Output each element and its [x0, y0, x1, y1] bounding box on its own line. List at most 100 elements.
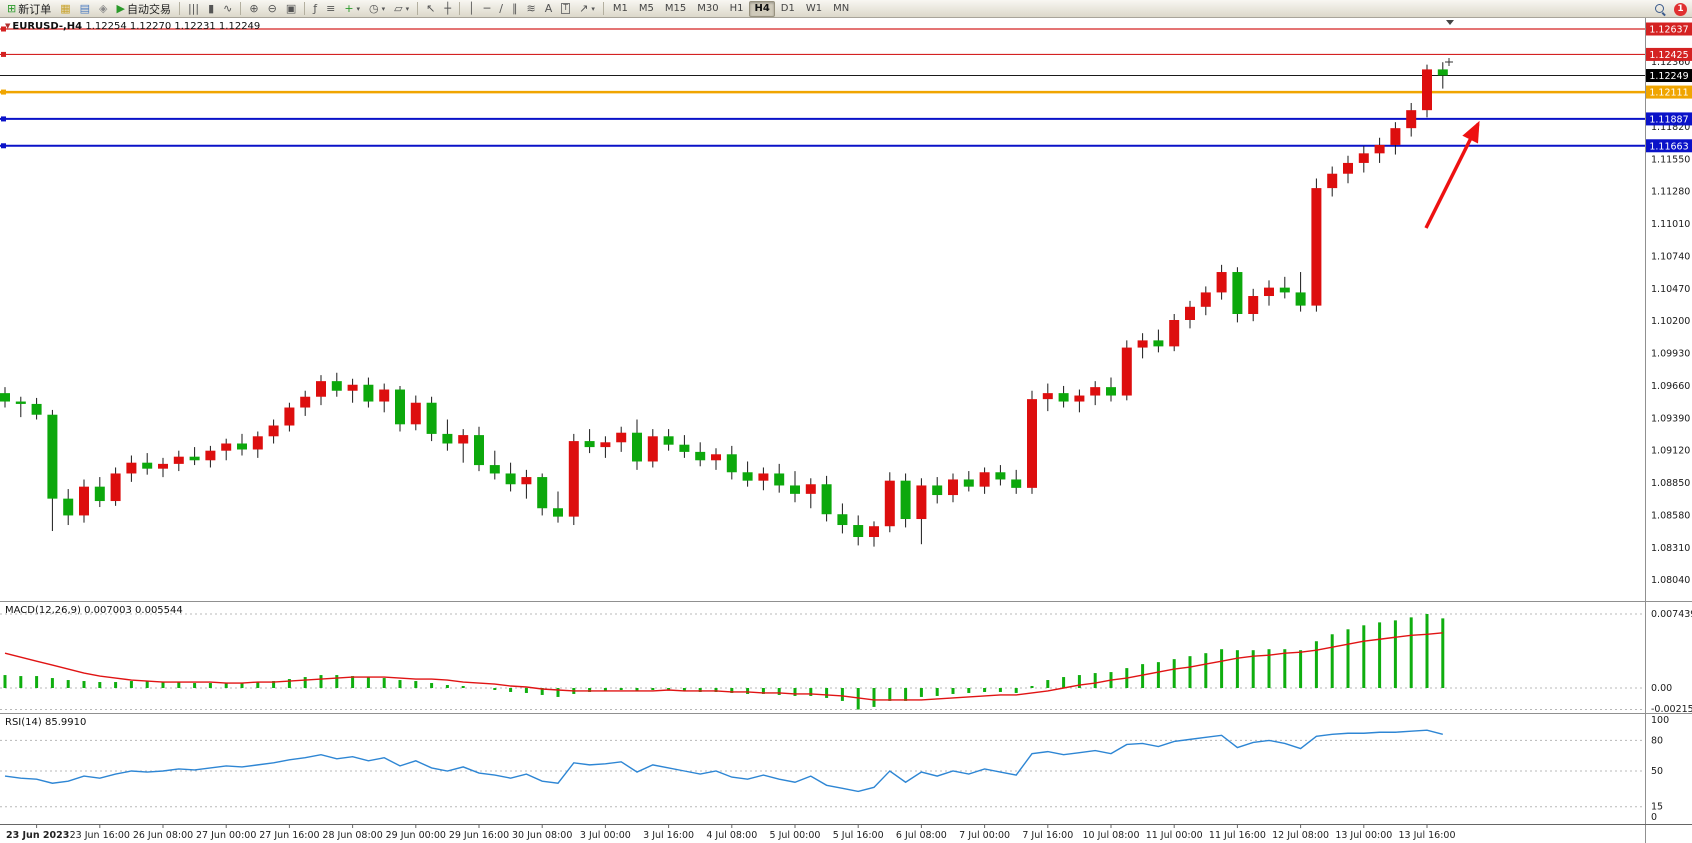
symbol-title: EURUSD-,H4: [12, 21, 83, 32]
svg-text:1.08850: 1.08850: [1651, 478, 1690, 489]
alerts-button[interactable]: ◈: [95, 1, 111, 17]
candlestick-type-button[interactable]: ▮: [204, 1, 218, 17]
svg-text:1.11280: 1.11280: [1651, 187, 1690, 198]
fibonacci-button[interactable]: ≋: [522, 1, 539, 17]
zoom-out-icon: ⊖: [267, 2, 277, 15]
trendline-button[interactable]: ∕: [495, 1, 507, 17]
autotrading-button[interactable]: ▶ 自动交易: [113, 1, 175, 17]
price-axis[interactable]: 1.12360 1.11820 1.11550 1.11280 1.11010 1.107…: [1646, 22, 1692, 587]
crosshair-icon: ┼: [444, 2, 451, 15]
indicators-icon: ƒ: [313, 2, 318, 15]
svg-text:7 Jul 00:00: 7 Jul 00:00: [959, 830, 1010, 841]
svg-text:80: 80: [1651, 735, 1663, 746]
templates-button[interactable]: ▱ ▾: [390, 1, 413, 17]
toolbar: ⊞ 新订单 ▦ ▤ ◈ ▶ 自动交易 ||| ▮ ∿ ⊕ ⊖ ▣ ƒ ≡ + ▾ ◷ ▾ ▱ ▾ ↖ ┼ │ ─ ∕ ∥ ≋ A T ↗ ▾ M…: [0, 0, 1692, 18]
svg-text:6 Jul 08:00: 6 Jul 08:00: [896, 830, 947, 841]
new-order-button-label: 新订单: [18, 2, 52, 16]
indicators-button[interactable]: ƒ: [309, 1, 321, 17]
hline-handle[interactable]: [1, 26, 6, 32]
svg-text:0.007439: 0.007439: [1651, 609, 1692, 620]
cursor-icon: ↖: [426, 2, 436, 15]
channel-icon: ∥: [511, 2, 518, 15]
add-indicator-button[interactable]: + ▾: [340, 1, 364, 17]
arrows-button[interactable]: ↗ ▾: [575, 1, 599, 17]
toolbar-separator: [459, 2, 460, 15]
svg-text:29 Jun 16:00: 29 Jun 16:00: [449, 830, 509, 841]
bar-chart-type-icon: |||: [187, 2, 200, 15]
zoom-out-button[interactable]: ⊖: [264, 1, 281, 17]
price-badge: [1646, 85, 1692, 99]
svg-text:1.11010: 1.11010: [1651, 219, 1690, 230]
bar-chart-type-button[interactable]: |||: [184, 1, 203, 17]
fibonacci-icon: ≋: [526, 2, 536, 15]
svg-text:11 Jul 00:00: 11 Jul 00:00: [1146, 830, 1203, 841]
toolbar-right: 1: [1654, 0, 1687, 18]
timeframe-m15-button[interactable]: M15: [660, 1, 691, 17]
add-indicator-icon: +: [344, 2, 354, 15]
svg-text:3 Jul 00:00: 3 Jul 00:00: [580, 830, 631, 841]
timeframe-m1-button[interactable]: M1: [608, 1, 633, 17]
hline-handle[interactable]: [1, 51, 6, 57]
timeframe-h1-button[interactable]: H1: [725, 1, 749, 17]
svg-text:3 Jul 16:00: 3 Jul 16:00: [643, 830, 694, 841]
cursor-button[interactable]: ↖: [422, 1, 439, 17]
svg-text:1.12360: 1.12360: [1651, 57, 1690, 68]
svg-text:1.08040: 1.08040: [1651, 575, 1690, 586]
time-axis[interactable]: 23 Jun 2023 23 Jun 16:00 26 Jun 08:00 27 Ju…: [0, 824, 1692, 841]
svg-text:5 Jul 00:00: 5 Jul 00:00: [770, 830, 821, 841]
text-button[interactable]: A: [541, 1, 557, 17]
indicator-list-button[interactable]: ≡: [322, 1, 339, 17]
tile-windows-icon: ▣: [285, 2, 297, 15]
trend-arrow-annotation[interactable]: [1424, 120, 1480, 229]
symbol-ohlc: 1.12254 1.12270 1.12231 1.12249: [85, 21, 261, 32]
caret-icon: ▾: [405, 4, 410, 13]
svg-text:1.12111: 1.12111: [1649, 88, 1688, 99]
timeframe-d1-button[interactable]: D1: [776, 1, 800, 17]
period-icon: ◷: [369, 2, 379, 15]
zoom-in-button[interactable]: ⊕: [245, 1, 262, 17]
svg-text:10 Jul 08:00: 10 Jul 08:00: [1083, 830, 1140, 841]
svg-text:-0.002156: -0.002156: [1651, 704, 1692, 715]
symbol-info: ▼ EURUSD-,H4 1.12254 1.12270 1.12231 1.12…: [5, 21, 260, 32]
crosshair-button[interactable]: ┼: [440, 1, 455, 17]
hline-handle[interactable]: [1, 143, 6, 149]
macd-panel: 0.007439 0.00 -0.002156: [0, 609, 1692, 715]
svg-text:12 Jul 08:00: 12 Jul 08:00: [1272, 830, 1329, 841]
new-order-button[interactable]: ⊞ 新订单: [3, 1, 55, 17]
hline-handle[interactable]: [1, 116, 6, 122]
profiles-icon: ▤: [79, 2, 91, 15]
svg-text:1.12425: 1.12425: [1649, 50, 1688, 61]
horizontal-lines[interactable]: [0, 26, 1645, 149]
new-chart-button[interactable]: ▦: [56, 1, 74, 17]
svg-text:100: 100: [1651, 715, 1669, 726]
timeframe-m30-button[interactable]: M30: [692, 1, 723, 17]
templates-icon: ▱: [394, 2, 403, 15]
timeframe-w1-button[interactable]: W1: [801, 1, 827, 17]
period-button[interactable]: ◷ ▾: [365, 1, 389, 17]
autotrading-button-label: 自动交易: [126, 2, 171, 16]
price-badge: [1646, 112, 1692, 126]
horizontal-line-button[interactable]: ─: [480, 1, 495, 17]
vertical-line-button[interactable]: │: [464, 1, 479, 17]
notification-badge[interactable]: 1: [1674, 2, 1687, 16]
search-icon[interactable]: [1654, 3, 1667, 16]
tile-windows-button[interactable]: ▣: [282, 1, 300, 17]
price-badge: [1646, 139, 1692, 153]
channel-button[interactable]: ∥: [508, 1, 522, 17]
caret-icon: ▾: [356, 4, 361, 13]
toolbar-separator: [304, 2, 306, 15]
timeframe-h4-button[interactable]: H4: [749, 0, 775, 17]
macd-name: MACD(12,26,9): [5, 605, 81, 616]
line-chart-type-button[interactable]: ∿: [219, 1, 236, 17]
timeframe-m5-button[interactable]: M5: [634, 1, 659, 17]
profiles-button[interactable]: ▤: [76, 1, 94, 17]
autotrading-icon: ▶: [116, 2, 125, 15]
svg-text:5 Jul 16:00: 5 Jul 16:00: [833, 830, 884, 841]
timeframe-mn-button[interactable]: MN: [828, 1, 854, 17]
svg-text:27 Jun 00:00: 27 Jun 00:00: [196, 830, 256, 841]
price-badge: [1646, 22, 1692, 36]
text-label-button[interactable]: T: [557, 1, 574, 17]
hline-handle[interactable]: [1, 89, 6, 95]
